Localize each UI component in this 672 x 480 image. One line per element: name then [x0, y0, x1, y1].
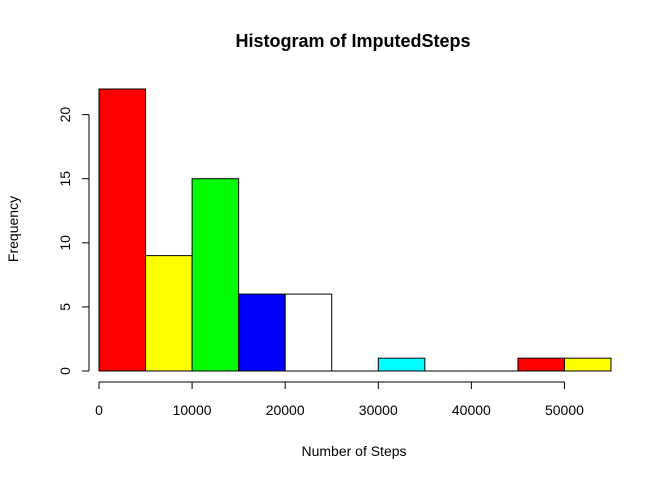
histogram-bar [238, 293, 286, 372]
bars-group [98, 88, 612, 372]
x-tick-label: 30000 [359, 402, 398, 418]
y-tick-label: 0 [57, 367, 73, 375]
y-tick-label: 20 [57, 107, 73, 123]
histogram-bar [98, 88, 147, 372]
x-tick-label: 0 [95, 402, 103, 418]
histogram-bar [563, 357, 612, 372]
x-tick-label: 10000 [173, 402, 212, 418]
histogram-bar [377, 357, 426, 372]
y-axis-label: Frequency [5, 196, 21, 262]
chart-title: Histogram of ImputedSteps [235, 31, 470, 51]
x-tick-label: 20000 [266, 402, 305, 418]
x-tick-label: 50000 [545, 402, 584, 418]
histogram-bar [145, 255, 193, 372]
y-tick-label: 15 [57, 171, 73, 187]
x-axis: 0 10000 20000 30000 40000 50000 [95, 381, 584, 418]
y-tick-label: 5 [57, 303, 73, 311]
y-tick-label: 10 [57, 235, 73, 251]
histogram-bar [517, 357, 565, 372]
histogram-bar [191, 178, 240, 372]
x-tick-label: 40000 [452, 402, 491, 418]
x-axis-label: Number of Steps [301, 443, 406, 459]
histogram-bar [284, 293, 333, 372]
y-axis: 0 5 10 15 20 [57, 107, 90, 375]
